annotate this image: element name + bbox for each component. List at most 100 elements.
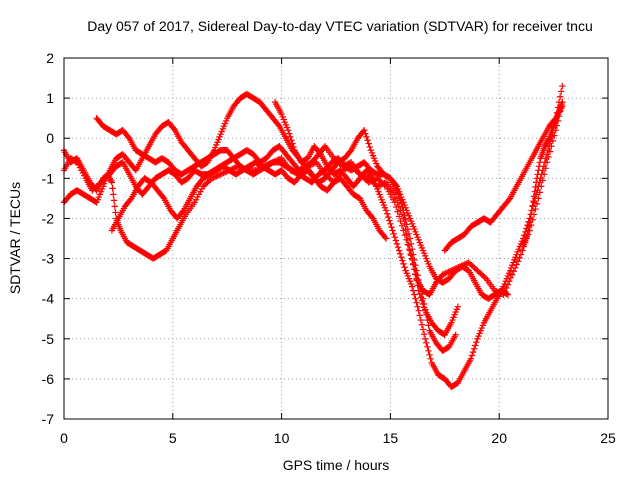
data-point <box>530 197 537 205</box>
data-point <box>389 227 396 234</box>
data-point <box>519 247 526 254</box>
y-tick-label: -5 <box>42 331 55 347</box>
data-point <box>400 260 407 268</box>
data-point <box>398 222 406 229</box>
data-point <box>368 173 376 181</box>
data-point <box>445 268 452 276</box>
data-point <box>504 281 512 288</box>
data-point <box>419 326 427 333</box>
data-point <box>406 235 414 242</box>
data-point <box>559 98 566 106</box>
data-point <box>284 127 292 134</box>
data-point <box>366 178 374 185</box>
data-point <box>415 276 422 284</box>
data-point <box>417 316 425 324</box>
data-point <box>402 216 409 223</box>
data-point <box>535 163 543 170</box>
data-point <box>397 217 404 225</box>
data-point <box>411 291 418 298</box>
data-point <box>505 196 513 203</box>
data-point <box>405 230 413 238</box>
data-point <box>442 270 449 277</box>
data-point <box>399 257 406 264</box>
data-point <box>413 299 420 306</box>
data-point <box>213 173 220 180</box>
data-point <box>413 267 420 274</box>
data-point <box>392 181 400 189</box>
data-point <box>423 311 430 318</box>
data-point <box>535 183 542 190</box>
data-point <box>531 188 538 195</box>
data-point <box>108 179 116 186</box>
data-point <box>290 143 297 151</box>
data-point <box>316 149 323 157</box>
y-tick-label: 1 <box>46 90 54 106</box>
data-point <box>231 164 239 171</box>
data-point <box>558 88 565 95</box>
data-point <box>275 121 282 129</box>
data-point <box>514 258 522 265</box>
data-point <box>214 172 221 179</box>
data-point <box>532 183 539 191</box>
data-point <box>401 264 408 271</box>
data-point <box>481 274 488 281</box>
data-point <box>424 316 431 324</box>
y-tick-label: -1 <box>42 170 55 186</box>
data-point <box>532 179 540 186</box>
data-point <box>363 133 370 141</box>
data-point <box>387 220 394 227</box>
data-point <box>211 173 219 181</box>
data-point <box>391 233 398 241</box>
data-point <box>470 345 478 353</box>
data-point <box>210 174 217 181</box>
data-point <box>403 236 410 244</box>
data-point <box>110 197 118 204</box>
data-point <box>418 321 426 328</box>
data-point <box>400 227 407 234</box>
data-point <box>526 219 533 226</box>
x-tick-label: 5 <box>169 430 177 446</box>
data-point <box>395 213 403 220</box>
data-point <box>417 286 425 293</box>
data-point <box>286 130 293 137</box>
data-point <box>366 143 373 151</box>
data-point <box>503 284 510 292</box>
data-point <box>412 295 419 302</box>
data-point <box>217 171 224 178</box>
x-tick-label: 15 <box>383 430 399 446</box>
data-point <box>382 235 390 242</box>
data-point <box>411 256 418 264</box>
data-point <box>415 307 422 314</box>
data-point <box>446 268 454 275</box>
data-point <box>530 199 538 206</box>
data-point <box>170 125 178 133</box>
data-point <box>365 140 372 147</box>
data-point <box>503 290 511 298</box>
data-point <box>381 181 388 189</box>
data-point <box>545 136 552 143</box>
data-point <box>516 254 523 262</box>
plot-frame <box>63 57 609 420</box>
data-point <box>386 217 393 224</box>
data-point <box>443 269 451 276</box>
data-point <box>127 196 134 203</box>
data-point <box>513 261 520 268</box>
data-point <box>529 202 536 209</box>
data-point <box>346 148 354 155</box>
data-point <box>398 254 405 261</box>
data-point <box>179 208 186 215</box>
data-point <box>381 233 389 241</box>
data-point <box>473 338 480 346</box>
chart-title: Day 057 of 2017, Sidereal Day-to-day VTE… <box>87 18 593 34</box>
data-point <box>525 227 532 234</box>
data-point <box>388 223 395 231</box>
data-point <box>559 82 566 90</box>
data-point <box>390 230 397 238</box>
data-point <box>527 215 534 222</box>
data-point <box>346 159 353 167</box>
data-point <box>422 335 429 342</box>
data-point <box>288 137 295 144</box>
data-point <box>289 140 296 147</box>
data-point <box>530 193 538 200</box>
data-point <box>407 240 415 248</box>
